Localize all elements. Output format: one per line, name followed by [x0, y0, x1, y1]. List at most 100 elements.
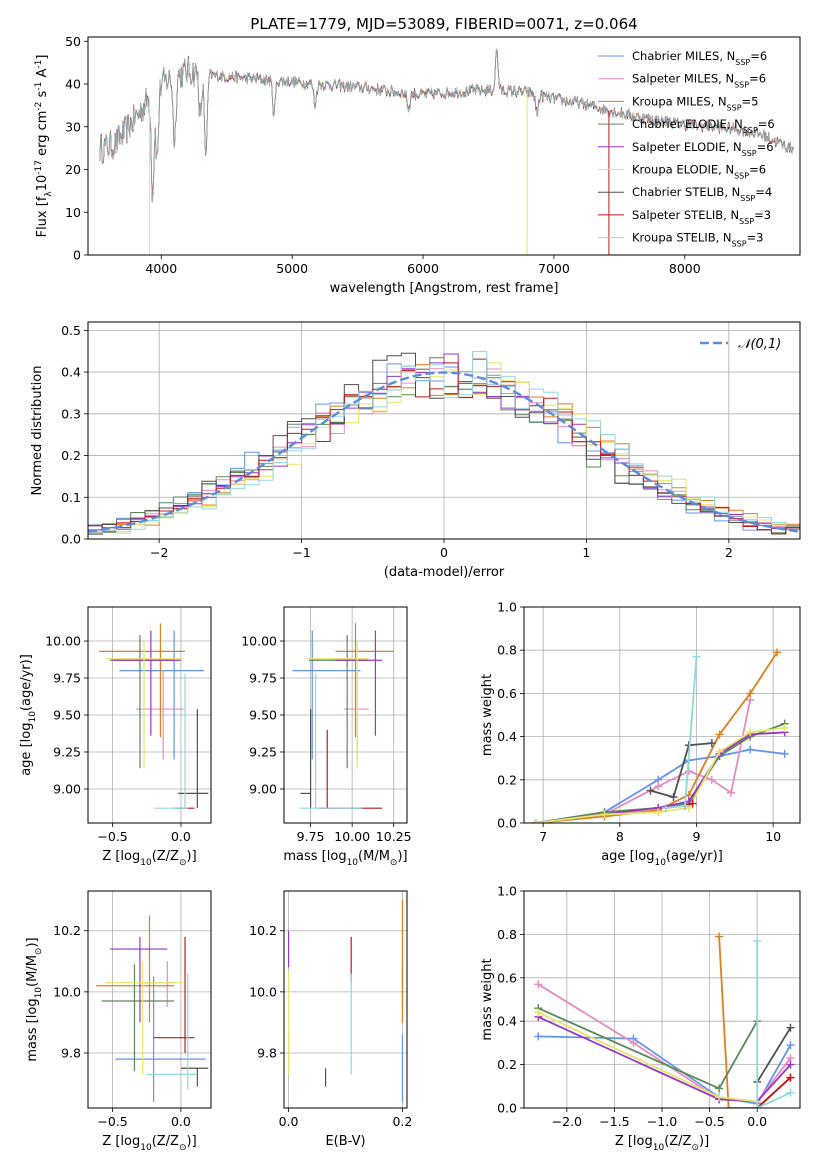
y-tick-label: 10.0: [53, 984, 81, 999]
point-chabrier-miles: [534, 1032, 543, 1041]
y-tick-label: 10.00: [241, 634, 277, 649]
point-salpeter-miles: [534, 980, 543, 989]
point-kroupa-miles: [715, 932, 724, 941]
y-tick-label: 0.0: [61, 532, 81, 547]
point-kroupa-stelib: [753, 1104, 762, 1108]
y-tick-label: 0.4: [497, 729, 517, 744]
series-salpeter-elodie: [537, 1016, 792, 1103]
axes-frame: [283, 606, 408, 824]
point-salpeter-elodie: [786, 1060, 795, 1069]
chart-mass-vs-ebv: 0.0 0.2 9.8 10.0 10.2 E(B-V): [249, 890, 412, 1149]
x-axis-label: mass [log10(M/M⊙)]: [283, 849, 407, 868]
y-tick-label: 10.0: [249, 984, 277, 999]
point-salpeter-stelib: [786, 1073, 795, 1082]
point-kroupa-elodie: [600, 810, 609, 819]
plot-area: [99, 48, 794, 255]
legend-label-kroupa-miles: Kroupa MILES, NSSP=5: [632, 94, 758, 112]
x-tick-label: 5000: [276, 261, 308, 276]
model-spectrum-kroupa-stelib: [99, 48, 794, 202]
point-kroupa-stelib: [692, 652, 701, 661]
x-tick-label: 8000: [669, 261, 701, 276]
y-tick-label: 0.2: [497, 772, 517, 787]
legend: 𝒩(0,1): [700, 337, 781, 352]
plot-area: [96, 915, 209, 1102]
figure-title: PLATE=1779, MJD=53089, FIBERID=0071, z=0…: [250, 15, 637, 33]
x-tick-label: 0.0: [171, 1114, 191, 1129]
series-chabrier-stelib: [650, 742, 712, 799]
series-kroupa-stelib: [665, 656, 698, 809]
y-tick-label: 1.0: [497, 884, 517, 899]
x-tick-label: 2: [725, 545, 733, 560]
y-tick-label: 10.2: [249, 923, 277, 938]
y-tick-label: 0.0: [497, 1101, 517, 1116]
series-salpeter-miles: [535, 699, 752, 823]
point-salpeter-miles: [629, 1038, 638, 1047]
x-tick-label: 8: [616, 829, 624, 844]
y-tick-label: 0.5: [61, 323, 81, 338]
x-tick-label: −1.0: [647, 1114, 677, 1129]
y-tick-label: 9.8: [257, 1045, 277, 1060]
x-tick-label: 0.2: [392, 1114, 412, 1129]
y-tick-label: 20: [65, 162, 81, 177]
y-tick-label: 0.2: [61, 448, 81, 463]
x-tick-label: −0.5: [97, 1114, 127, 1129]
point-chabrier-stelib: [646, 786, 655, 795]
point-chabrier-miles: [786, 1041, 795, 1050]
legend-label-salpeter-elodie: Salpeter ELODIE, NSSP=6: [632, 140, 774, 158]
y-tick-label: 40: [65, 77, 81, 92]
x-tick-label: −1: [292, 545, 310, 560]
x-tick-label: −0.5: [694, 1114, 724, 1129]
y-tick-label: 0: [73, 248, 81, 263]
x-axis-label: wavelength [Angstrom, rest frame]: [330, 281, 559, 296]
series-chabrier-miles: [538, 1035, 792, 1105]
point-kroupa-stelib: [681, 801, 689, 810]
x-tick-label: 7000: [538, 261, 570, 276]
point-chabrier-miles: [746, 745, 755, 754]
chart-weights-vs-age: 7 8 9 10 0.0 0.2 0.4 0.6 0.8 1.0 age [log10(age/yr…: [480, 600, 801, 868]
y-tick-label: 9.00: [53, 781, 81, 796]
y-axis-label: age [log10(age/yr)]: [19, 654, 38, 776]
y-axis-label: mass [log10(M/M⊙)]: [25, 937, 44, 1061]
axes-frame: [87, 321, 801, 540]
x-tick-label: −0.5: [97, 829, 127, 844]
series-salpeter-stelib: [756, 1076, 792, 1108]
y-tick-label: 0.8: [497, 643, 517, 658]
point-salpeter-miles: [727, 788, 735, 797]
y-tick-label: 0.6: [497, 686, 517, 701]
y-tick-label: 30: [65, 119, 81, 134]
x-axis-label: E(B-V): [325, 1134, 365, 1149]
axes-frame: [523, 890, 801, 1109]
x-tick-label: 10.25: [376, 829, 412, 844]
point-kroupa-stelib: [786, 1088, 795, 1097]
legend-label-chabrier-stelib: Chabrier STELIB, NSSP=4: [632, 185, 772, 203]
y-tick-label: 0.4: [497, 1014, 517, 1029]
y-tick-label: 50: [65, 34, 81, 49]
x-tick-label: 1: [582, 545, 590, 560]
point-salpeter-stelib: [688, 799, 697, 808]
legend-label-salpeter-stelib: Salpeter STELIB, NSSP=3: [632, 208, 771, 226]
normal-curve: [88, 371, 800, 533]
y-tick-label: 0.6: [497, 970, 517, 985]
y-tick-label: 0.1: [61, 490, 81, 505]
point-chabrier-stelib: [786, 1023, 795, 1032]
point-kroupa-elodie: [780, 723, 789, 732]
x-tick-label: −1.5: [599, 1114, 629, 1129]
y-tick-label: 0.4: [61, 365, 81, 380]
chart-mass-vs-z: −0.5 0.0 9.8 10.0 10.2 Z [log10(Z/Z⊙)] mass [l…: [25, 890, 212, 1153]
point-kroupa-elodie: [534, 1008, 543, 1017]
x-tick-label: 0: [440, 545, 448, 560]
chart-weights-vs-z: −2.0 −1.5 −1.0 −0.5 0.0 0.0 0.2 0.4 0.6 0.8 1.0 Z […: [480, 884, 801, 1153]
chart-age-vs-mass: 9.75 10.00 10.25 9.00 9.25 9.50 9.75 10.00 mass …: [241, 606, 412, 868]
legend-label-normal: 𝒩(0,1): [738, 337, 781, 352]
y-axis-label: mass weight: [480, 674, 495, 756]
point-salpeter-miles: [654, 782, 663, 791]
point-kroupa-elodie: [715, 1093, 724, 1102]
x-axis-label: Z [log10(Z/Z⊙)]: [102, 1134, 196, 1153]
y-axis-label: mass weight: [480, 958, 495, 1040]
y-tick-label: 10: [65, 205, 81, 220]
axes-frame: [87, 890, 212, 1109]
point-kroupa-elodie: [654, 808, 663, 817]
y-axis-label: Normed distribution: [30, 366, 45, 496]
series-chabrier-stelib: [756, 1027, 792, 1083]
